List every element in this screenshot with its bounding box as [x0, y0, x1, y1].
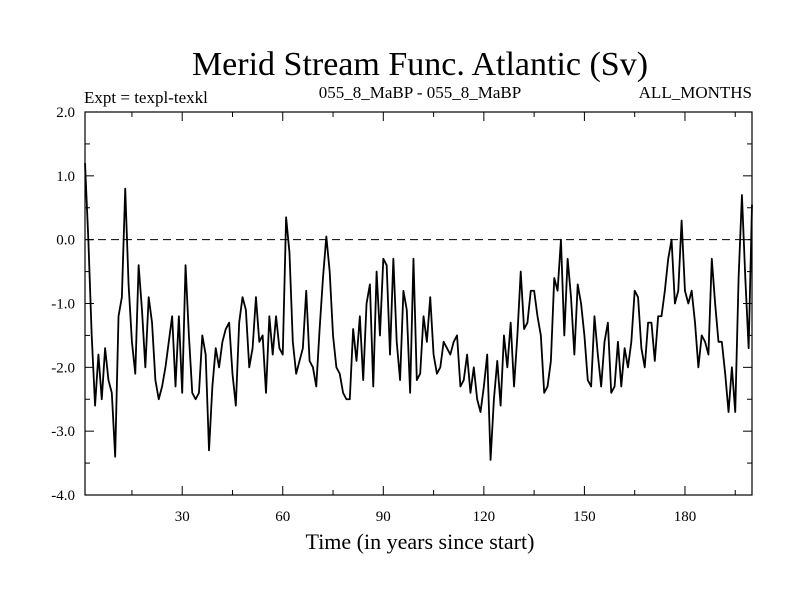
x-tick-label: 60 — [275, 509, 290, 525]
series-line — [84, 163, 753, 461]
y-tick-label: -3.0 — [51, 424, 75, 440]
chart-title: Merid Stream Func. Atlantic (Sv) — [192, 46, 648, 83]
x-axis-title: Time (in years since start) — [306, 529, 535, 554]
x-tick-label: 120 — [473, 509, 496, 525]
x-tick-label: 90 — [376, 509, 391, 525]
y-tick-label: 1.0 — [56, 169, 75, 185]
x-tick-label: 150 — [573, 509, 596, 525]
y-tick-label: -4.0 — [51, 488, 75, 504]
plot-area: 2.0 1.0 0.0 -1.0 -2.0 -3.0 -4.0 30 60 90 120 150 180 — [51, 105, 753, 525]
x-tick-label: 180 — [674, 509, 697, 525]
months-label: ALL_MONTHS — [639, 83, 752, 102]
y-tick-label: -2.0 — [51, 360, 75, 376]
y-tick-label: 2.0 — [56, 105, 75, 121]
y-tick-label: 0.0 — [56, 233, 75, 249]
y-tick-label: -1.0 — [51, 297, 75, 313]
run-comparison-label: 055_8_MaBP - 055_8_MaBP — [319, 83, 521, 102]
experiment-label: Expt = texpl-texkl — [84, 88, 208, 107]
x-tick-label: 30 — [175, 509, 190, 525]
